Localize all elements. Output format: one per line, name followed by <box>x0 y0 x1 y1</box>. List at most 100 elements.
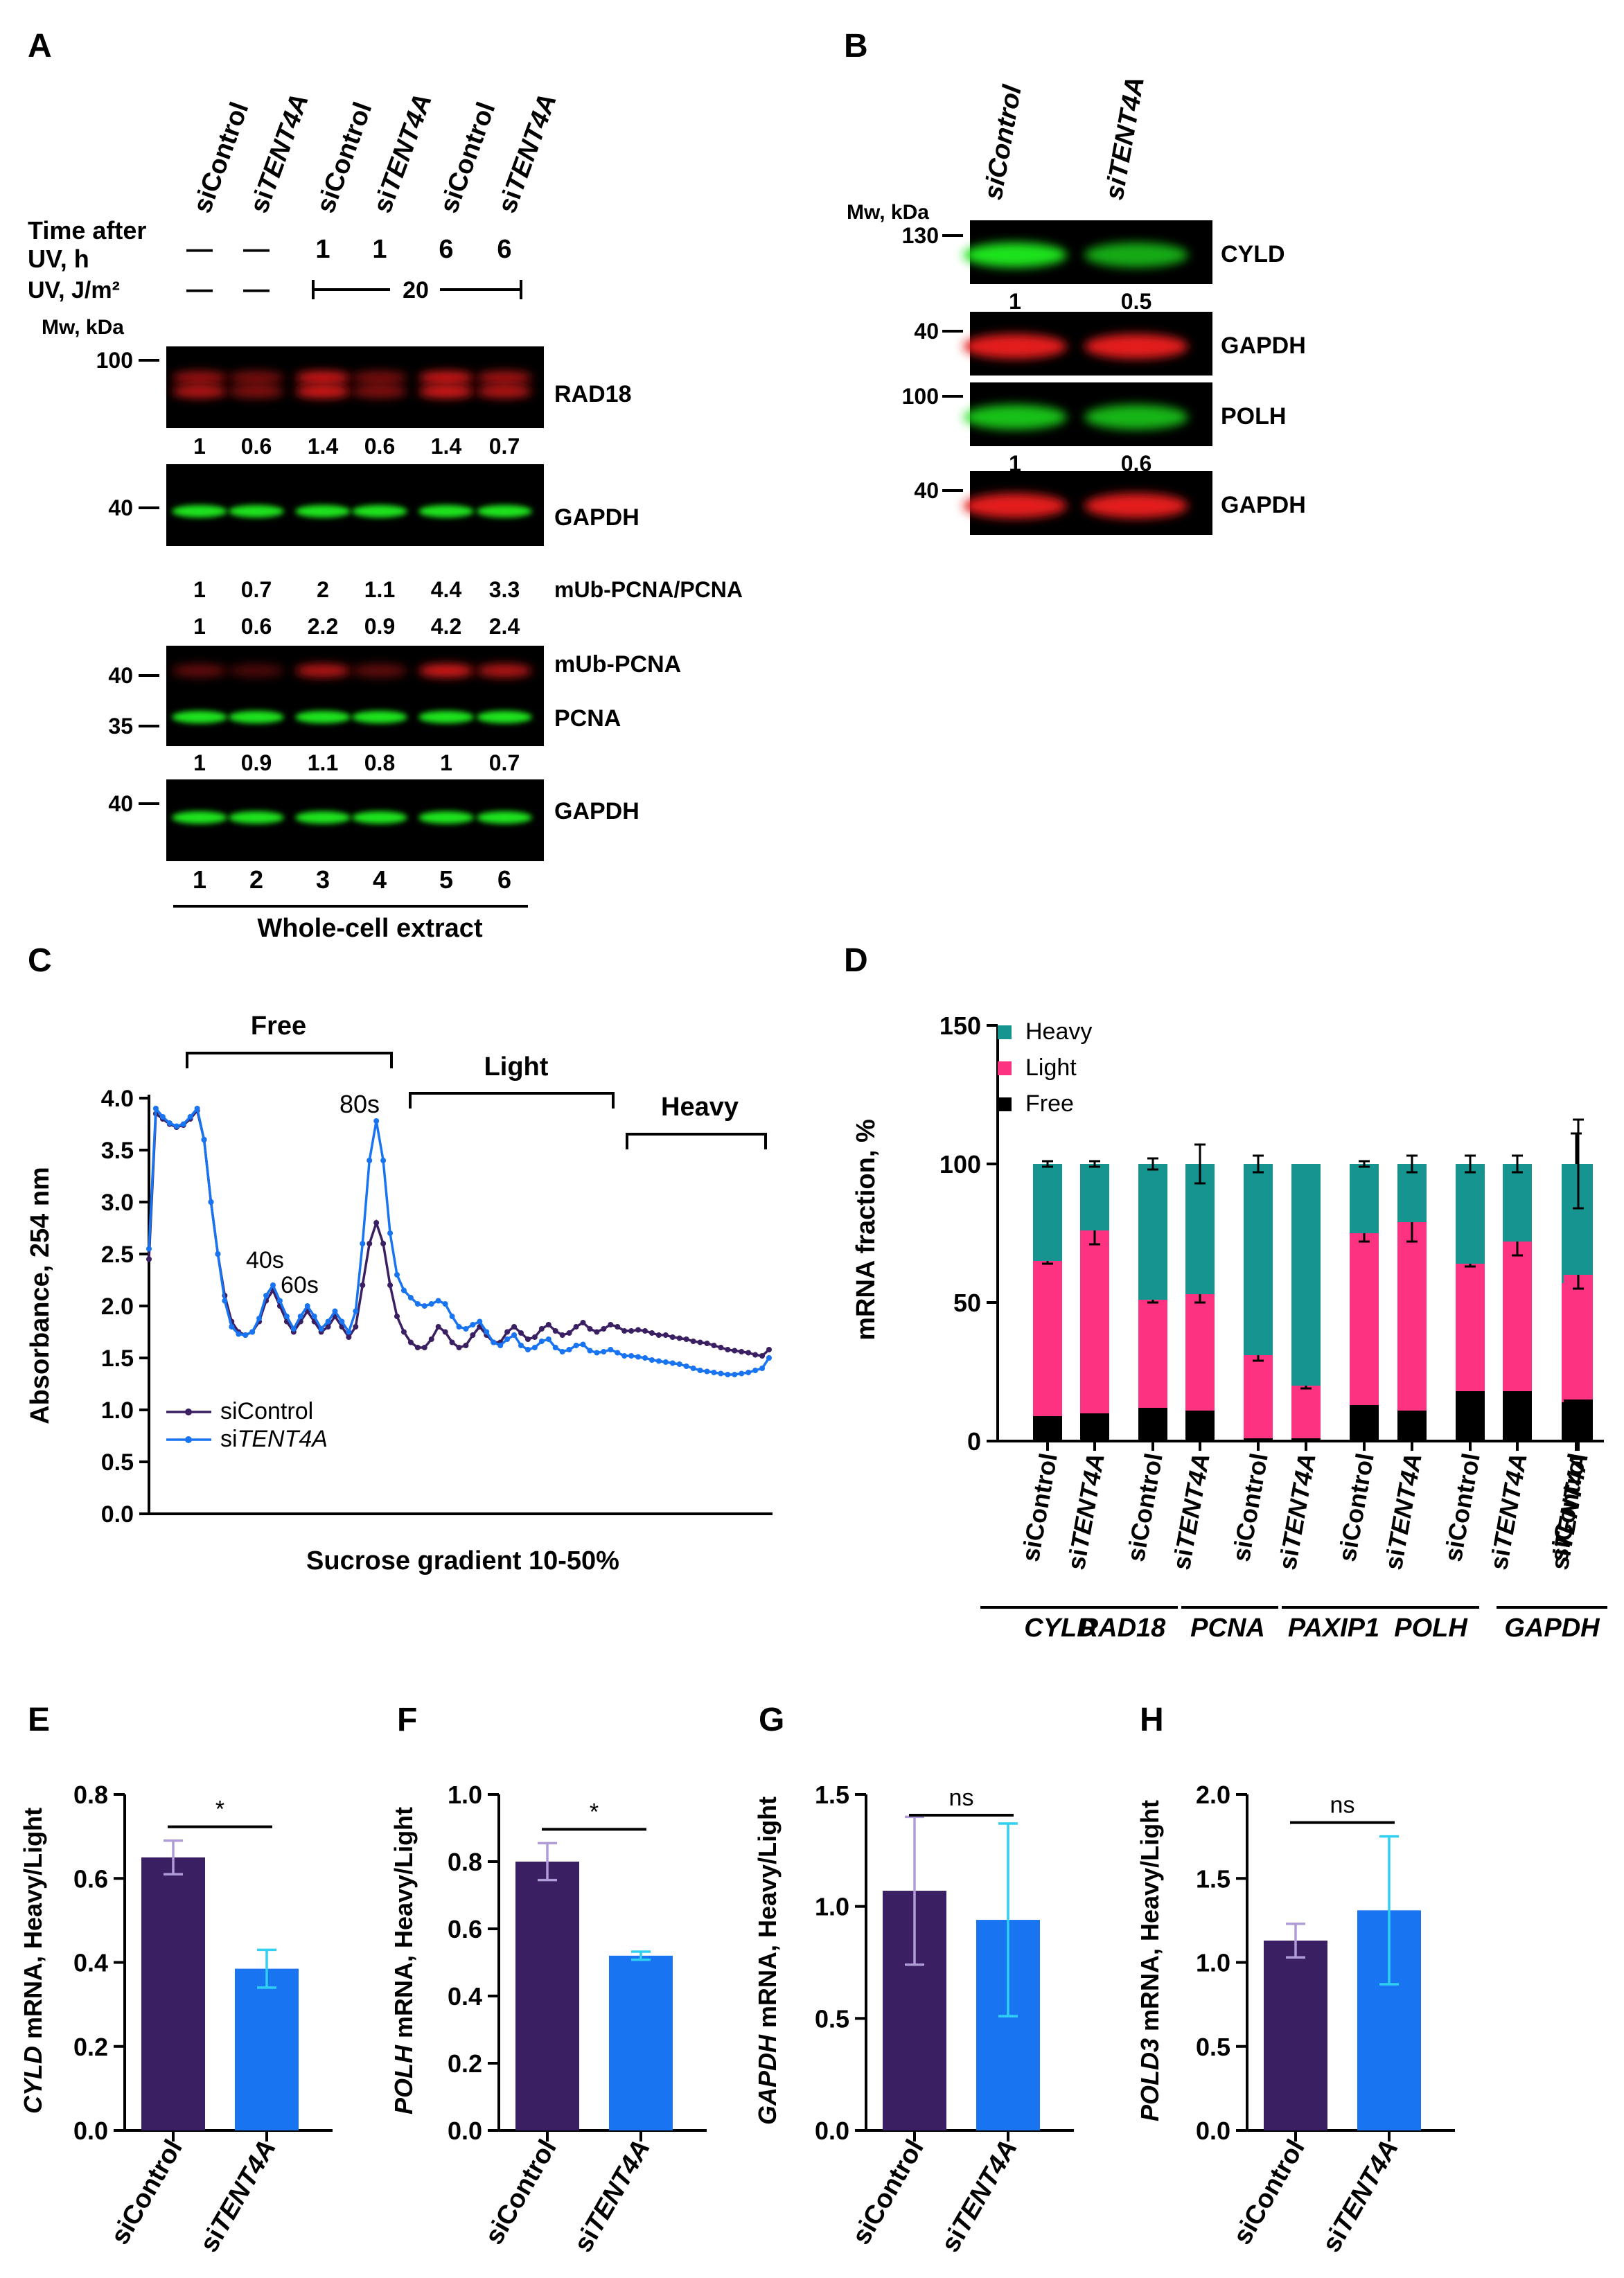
label-prefix: si <box>1379 1546 1411 1572</box>
data-point <box>580 1320 586 1325</box>
data-point <box>477 1318 483 1325</box>
data-point <box>601 1349 607 1354</box>
mw-marker-label-b: 100 <box>902 384 939 409</box>
data-point <box>621 1353 628 1359</box>
data-point <box>290 1326 297 1332</box>
fraction-label: Free <box>251 1012 306 1041</box>
data-point <box>621 1328 628 1334</box>
data-point <box>759 1366 766 1371</box>
gapdh-band-2 <box>418 811 474 824</box>
y-tick-label-c: 0.5 <box>101 1449 134 1476</box>
data-point <box>283 1314 290 1319</box>
data-point <box>270 1282 276 1288</box>
quant-value: 0.7 <box>489 434 520 459</box>
y-tick-label: 0.5 <box>815 2004 849 2033</box>
data-point <box>304 1303 310 1309</box>
bar-segment-light <box>1138 1300 1167 1408</box>
significance-label: ns <box>949 1785 974 1811</box>
legend-d: Heavy Light Free <box>998 1018 1092 1117</box>
data-point <box>360 1282 366 1288</box>
x-tick-label: siTENT4A <box>936 2135 1023 2257</box>
mw-marker-label-b: 130 <box>902 223 939 248</box>
label-prefix: si <box>1484 1546 1516 1572</box>
y-tick-label: 1.0 <box>1196 1949 1230 1977</box>
data-point <box>222 1298 228 1304</box>
gapdh-band <box>229 505 284 518</box>
data-point <box>414 1301 421 1307</box>
data-point <box>573 1324 579 1330</box>
lane-label: siControl <box>434 98 502 217</box>
data-point <box>491 1339 497 1345</box>
legend-label-c: siTENT4A <box>220 1426 328 1452</box>
data-point <box>669 1360 676 1366</box>
data-point <box>608 1322 614 1327</box>
group-label: PAXIP1 <box>1288 1614 1379 1643</box>
data-point <box>759 1353 766 1359</box>
time-value: 6 <box>497 235 511 264</box>
data-point <box>504 1329 511 1335</box>
data-point <box>325 1318 331 1325</box>
time-value: — <box>243 235 270 264</box>
fraction-brackets: Free Light Heavy <box>186 1012 767 1149</box>
mub-pcna-band <box>418 664 474 677</box>
y-axis-label-gene: GAPDH <box>753 2034 782 2125</box>
x-tick-label: siControl <box>105 2135 188 2250</box>
bar-segment-free <box>1244 1438 1273 1441</box>
gapdh-band <box>295 505 351 518</box>
data-point <box>608 1347 614 1352</box>
mw-marker-label: 40 <box>108 663 133 688</box>
data-point <box>484 1329 490 1335</box>
fraction-label: Heavy <box>661 1093 739 1122</box>
data-point <box>187 1114 193 1120</box>
bar-siTENT4A <box>235 1968 299 2130</box>
data-point <box>662 1332 669 1338</box>
y-tick-label: 0.6 <box>73 1864 108 1893</box>
fraction-bracket <box>626 1133 767 1149</box>
label-gene: TENT4A <box>252 90 315 196</box>
x-label-d: siControl <box>1226 1451 1273 1564</box>
panel-letter-c: C <box>28 942 52 979</box>
data-point <box>504 1336 511 1342</box>
data-point <box>545 1322 551 1327</box>
y-axis-label: POLD3 mRNA, Heavy/Light <box>1136 1800 1164 2121</box>
data-point <box>732 1372 738 1377</box>
data-point <box>615 1324 621 1330</box>
fraction-label: Light <box>484 1052 549 1081</box>
y-tick-label-c: 4.0 <box>101 1086 134 1112</box>
data-point <box>524 1347 531 1352</box>
lane-label: siControl <box>188 98 255 217</box>
gapdh-band <box>172 505 227 518</box>
lane-label-b: siControl <box>979 82 1028 202</box>
bar-siTENT4A <box>609 1955 673 2130</box>
y-axis-label-rest: mRNA, Heavy/Light <box>389 1807 418 2045</box>
mub-pcna-band <box>229 664 284 677</box>
quant-value: 0.6 <box>241 614 272 639</box>
quant-value: 0.7 <box>489 750 520 775</box>
peak-label-80s: 80s <box>339 1090 380 1118</box>
data-point <box>346 1329 352 1335</box>
data-point <box>587 1326 593 1332</box>
time-value: 1 <box>315 235 330 264</box>
data-point <box>745 1350 752 1356</box>
gapdh-band-2 <box>172 811 227 824</box>
bar-segment-heavy <box>1291 1164 1321 1386</box>
blot-name-gapdh: GAPDH <box>554 504 639 531</box>
data-point <box>566 1347 572 1352</box>
group-label: GAPDH <box>1504 1614 1600 1643</box>
y-tick-label: 0.8 <box>448 1848 482 1876</box>
data-point <box>766 1347 772 1352</box>
label-gene: TENT4A <box>206 2135 282 2239</box>
gapdh-band-2 <box>295 811 351 824</box>
bar-segment-light <box>1080 1230 1109 1413</box>
data-point <box>367 1158 373 1163</box>
data-point <box>752 1368 759 1373</box>
data-point <box>531 1345 538 1350</box>
data-point <box>642 1328 648 1334</box>
uv-values: — — <box>186 275 270 304</box>
y-axis-label-rest: mRNA, Heavy/Light <box>19 1808 47 2046</box>
quant-value: 1 <box>193 434 206 459</box>
quant-value: 4.4 <box>431 577 462 602</box>
label-gene: TENT4A <box>238 1426 328 1452</box>
